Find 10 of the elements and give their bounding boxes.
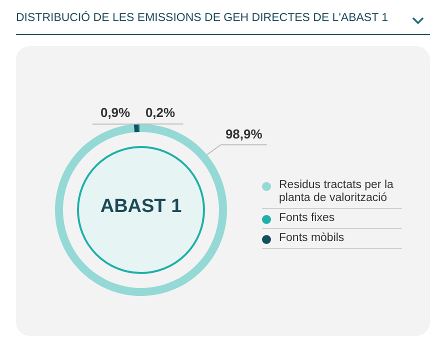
legend-label: Fonts mòbils [279, 232, 344, 245]
text: ABAST 1 [99, 196, 183, 218]
legend-label: Fonts fixes [279, 212, 335, 225]
legend-label: Residus tractats per la planta de valorització [279, 179, 394, 205]
donut-slice [134, 124, 139, 132]
data-label: 98,9% [225, 126, 263, 142]
data-label: 0,9% [100, 105, 131, 120]
donut-slice [55, 124, 227, 296]
data-label: 0,2% [145, 105, 176, 120]
chart-title: DISTRIBUCIÓ DE LES EMISSIONS DE GEH DIRECTES DE L'ABAST 1 [16, 12, 388, 24]
